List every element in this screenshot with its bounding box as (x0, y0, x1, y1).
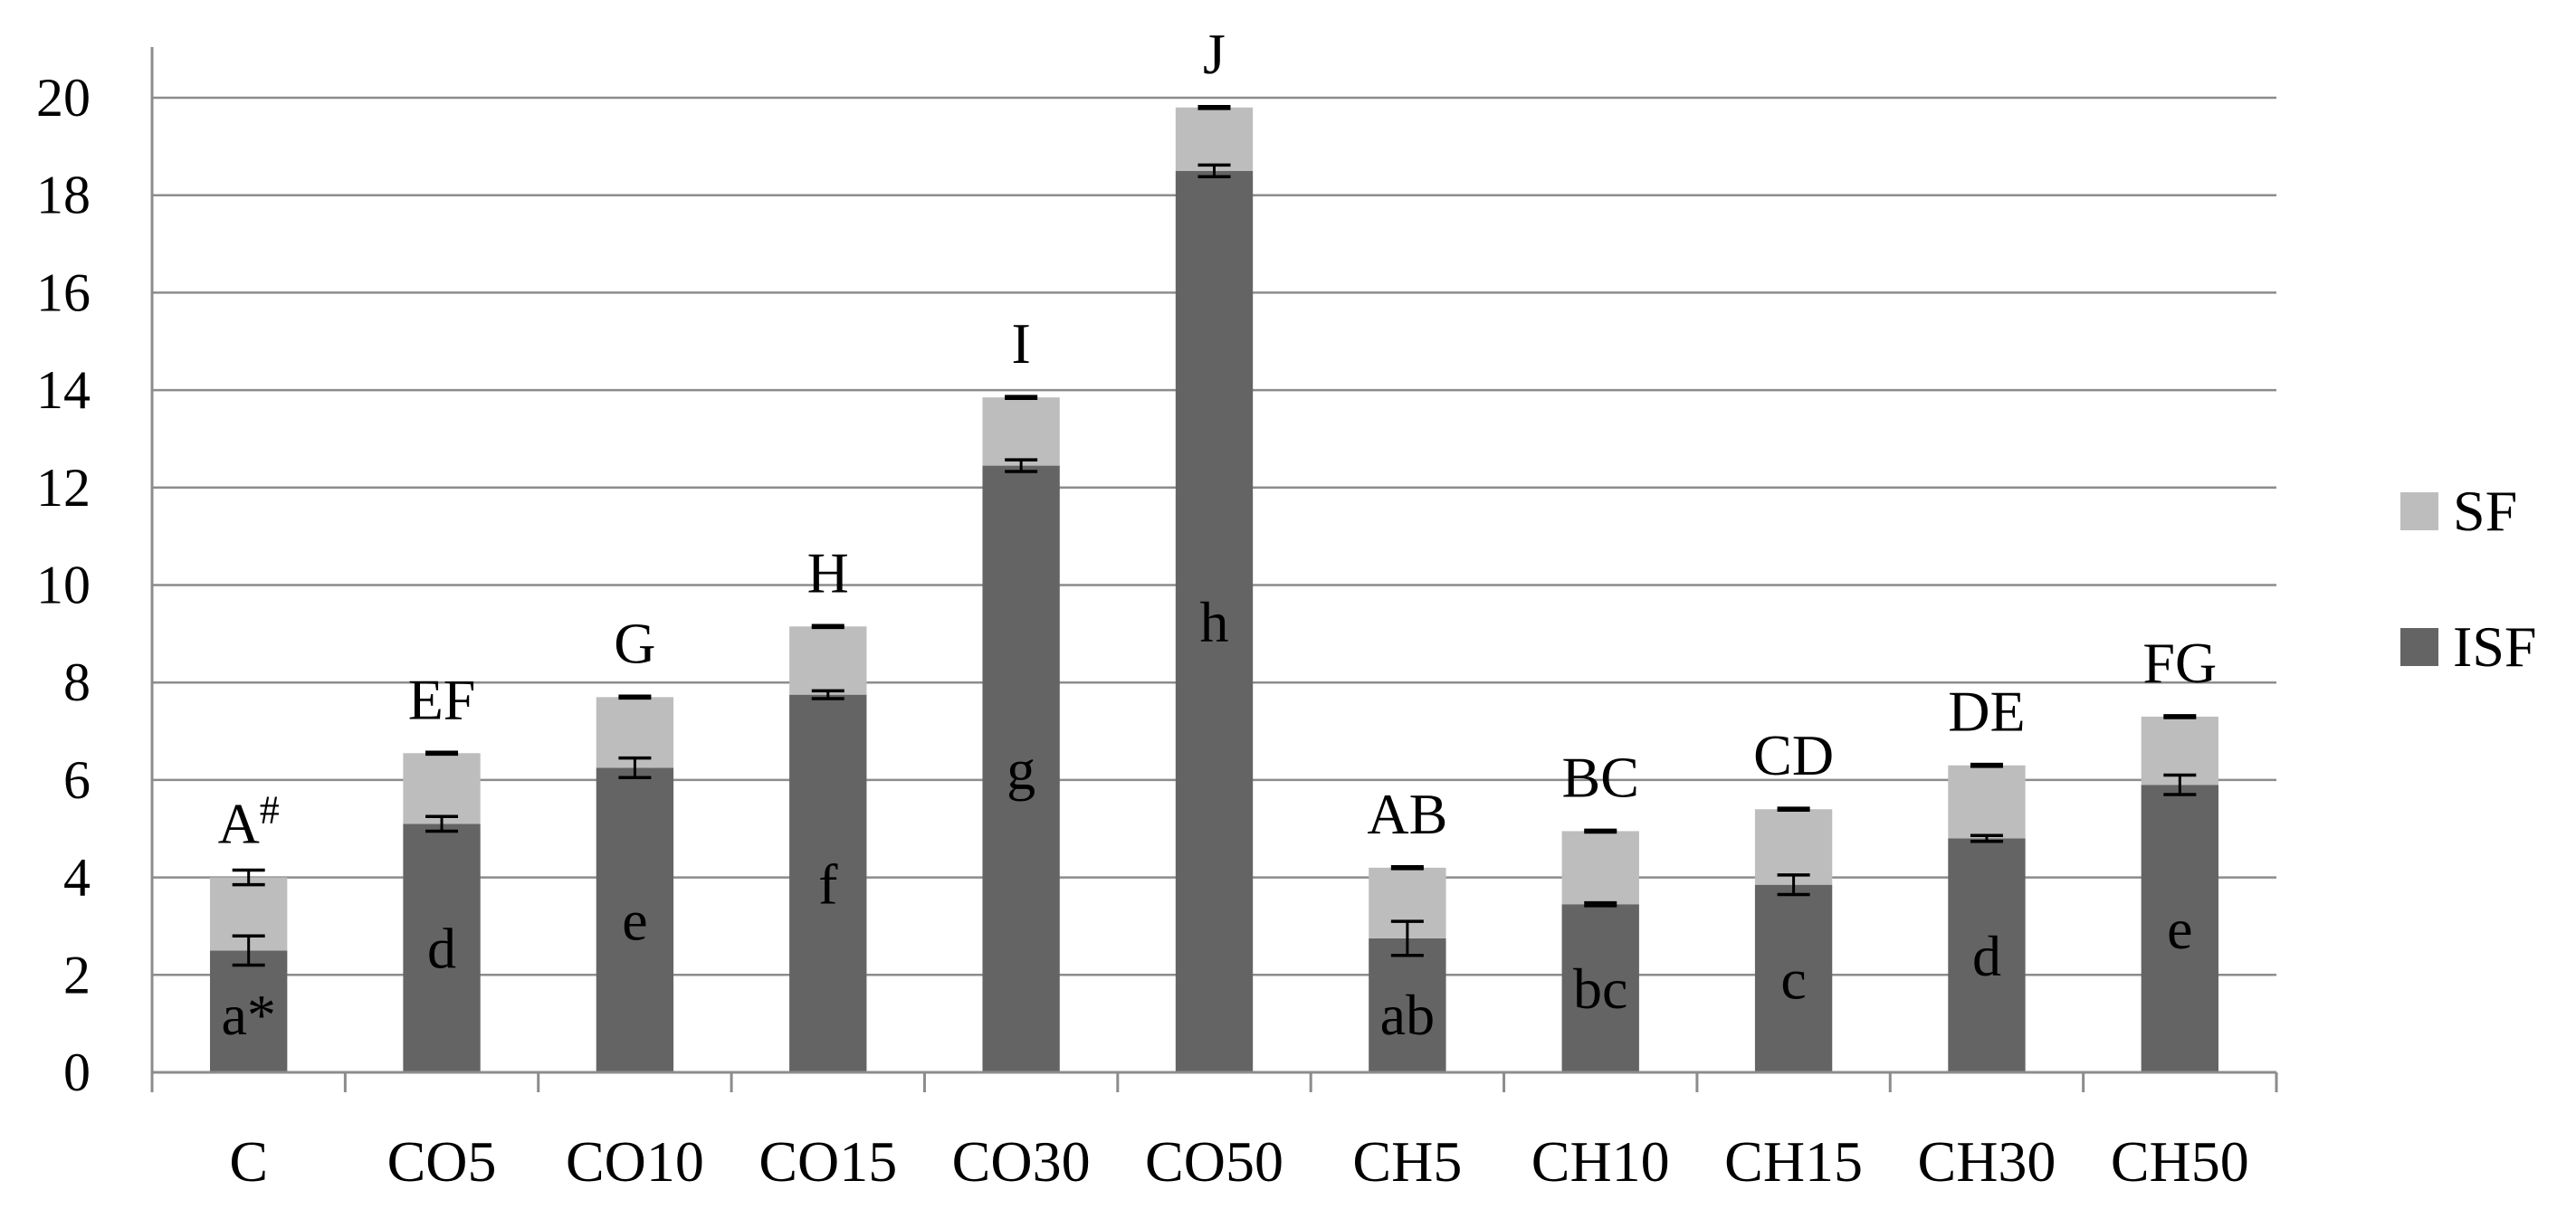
y-tick-label: 4 (63, 848, 91, 908)
legend-swatch (2400, 628, 2438, 666)
group-label: CD (1753, 723, 1834, 787)
x-tick-label: C (229, 1129, 268, 1194)
bar-isf (210, 950, 288, 1072)
bar-sf (789, 626, 867, 695)
x-tick-label: CO50 (1145, 1129, 1283, 1194)
bar-sf (2141, 716, 2218, 785)
bar-inner-label: g (1007, 738, 1035, 802)
y-tick-label: 0 (63, 1042, 91, 1102)
legend: SF ISF (2400, 479, 2537, 679)
group-label: A# (218, 788, 280, 856)
axes: 0 2 4 6 8 10 12 14 16 18 20 (36, 47, 2278, 1102)
x-tick-label: CH50 (2111, 1129, 2249, 1194)
bar-sf (1175, 107, 1254, 171)
bar-isf (403, 823, 481, 1072)
x-tick-label: CH10 (1531, 1129, 1670, 1194)
y-tick-label: 6 (63, 750, 91, 810)
x-tick-label: CO5 (387, 1129, 497, 1194)
group-label: EF (408, 667, 476, 731)
bar-sf (1754, 809, 1833, 885)
group-label: DE (1948, 680, 2025, 744)
y-tick-label: 18 (36, 166, 91, 225)
x-tick-label: CO10 (566, 1129, 704, 1194)
bar-isf (982, 465, 1060, 1072)
legend-label: SF (2453, 479, 2517, 543)
bar-inner-label: bc (1573, 957, 1627, 1021)
bar-isf (1175, 170, 1254, 1072)
legend-label: ISF (2453, 614, 2537, 679)
bar-isf (1754, 884, 1833, 1072)
bar-isf (1561, 904, 1639, 1072)
x-tick-label: CH5 (1352, 1129, 1462, 1194)
bar-inner-label: h (1200, 590, 1229, 654)
y-tick-label: 2 (63, 945, 91, 1004)
bar-inner-label: d (1972, 924, 2001, 988)
group-label: I (1011, 311, 1030, 376)
group-label: BC (1562, 745, 1639, 809)
y-tick-label: 14 (36, 360, 91, 420)
bar-isf (789, 694, 867, 1072)
y-tick-label: 16 (36, 262, 91, 322)
x-tick-label: CH15 (1724, 1129, 1863, 1194)
group-label: FG (2142, 631, 2217, 695)
bar-isf (596, 767, 674, 1072)
group-label: G (614, 611, 655, 675)
labels: C A# a* CO5 EF d CO10 Ge CO15 Hf CO30 Ig CO50 Jh CH5 AB… (218, 22, 2249, 1194)
y-tick-label: 20 (36, 68, 91, 128)
group-label: AB (1367, 782, 1447, 846)
bar-isf (2141, 785, 2218, 1072)
group-label: J (1203, 22, 1226, 86)
bar-inner-label: f (818, 852, 838, 916)
x-tick-label: CH30 (1918, 1129, 2056, 1194)
y-tick-label: 8 (63, 652, 91, 712)
bar-inner-label: ab (1380, 983, 1435, 1047)
bar-sf (1561, 831, 1639, 905)
group-label: H (807, 540, 849, 604)
bar-sf (1948, 765, 2026, 839)
bar-inner-label: e (2167, 897, 2192, 961)
x-tick-label: CO15 (758, 1129, 897, 1194)
bar-inner-label: a* (221, 983, 275, 1047)
bar-isf (1369, 938, 1446, 1072)
legend-swatch (2400, 492, 2438, 530)
bar-sf (596, 697, 674, 768)
bar-inner-label: c (1780, 947, 1806, 1011)
bar-sf (403, 753, 481, 824)
bar-sf (982, 397, 1060, 466)
bars (210, 104, 2218, 1072)
y-tick-label: 12 (36, 458, 91, 518)
y-tick-label: 10 (36, 556, 91, 615)
bar-isf (1948, 838, 2026, 1072)
x-tick-label: CO30 (952, 1129, 1091, 1194)
bar-inner-label: e (622, 889, 647, 953)
bar-inner-label: d (427, 917, 456, 981)
